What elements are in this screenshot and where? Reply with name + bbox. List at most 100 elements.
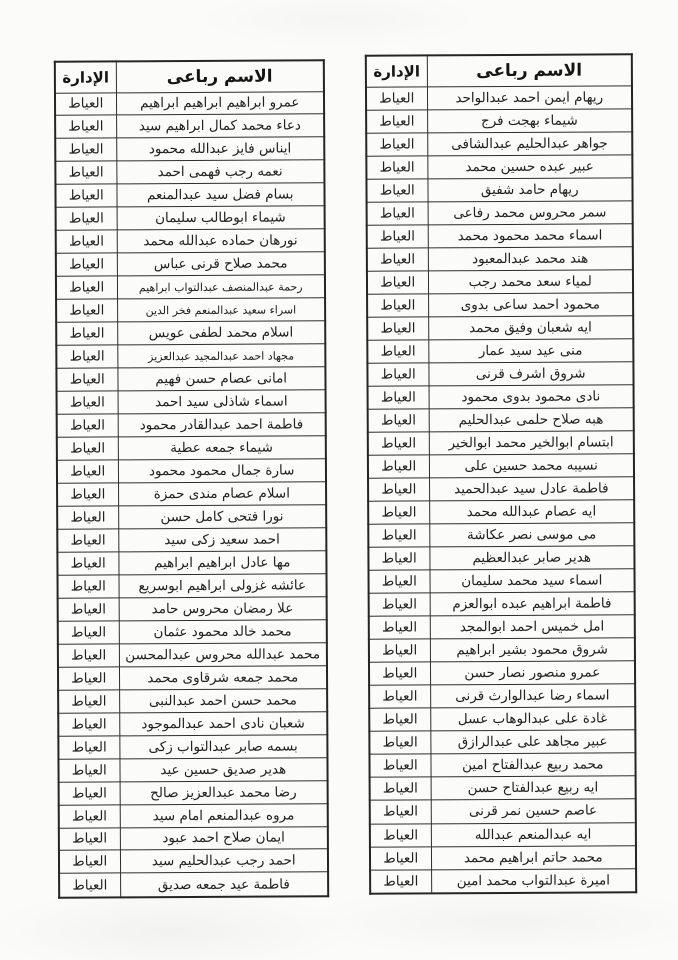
table-row: امل خميس احمد ابوالمجد العياط xyxy=(368,615,635,640)
table-row: هبه صلاح حلمى عبدالحليم العياط xyxy=(367,407,634,433)
table-row: شيماء جمعه عطية العياط xyxy=(56,435,326,461)
table-row: نورا فتحى كامل حسن العياط xyxy=(57,504,327,530)
name-cell: فاطمة عيد جمعه صديق xyxy=(120,872,329,898)
department-cell: العياط xyxy=(367,339,429,364)
department-cell: العياط xyxy=(369,754,431,778)
department-cell: العياط xyxy=(58,804,120,828)
table-row: محمد حاتم ابراهيم محمد العياط xyxy=(369,845,637,870)
department-cell: العياط xyxy=(366,178,428,202)
name-cell: ايه عبدالمنعم عبدالله xyxy=(430,822,636,847)
department-cell: العياط xyxy=(367,454,430,479)
department-cell: العياط xyxy=(58,827,120,851)
name-cell: ايه شعبان وفيق محمد xyxy=(428,315,634,340)
table-row: نسيبه محمد حسين على العياط xyxy=(367,453,635,479)
table-row: بسام فضل سيد عبدالمنعم العياط xyxy=(55,183,325,208)
table-row: ايه شعبان وفيق محمد العياط xyxy=(367,315,634,341)
name-cell: محمد حسن احمد عبدالنبى xyxy=(119,688,328,713)
table-row: عمرو ابراهيم ابراهيم ابراهيم العياط xyxy=(54,91,325,116)
table-row: اسراء سعيد عبدالمنعم فخر الدين العياط xyxy=(56,298,326,323)
name-cell: شروق اشرف قرنى xyxy=(428,361,634,386)
table-row: نادى محمود بدوى محمود العياط xyxy=(367,384,634,410)
department-cell: العياط xyxy=(57,505,119,530)
name-cell: ايناس فايز عبدالله محمود xyxy=(116,137,325,162)
table-row: شيماء ابوطالب سليمان العياط xyxy=(55,206,325,231)
department-cell: العياط xyxy=(367,408,429,433)
table-row: مها عادل ابراهيم ابراهيم العياط xyxy=(57,550,327,576)
name-cell: منى عيد سيد عمار xyxy=(428,338,634,363)
name-cell: عاصم حسين نمر قرنى xyxy=(430,799,636,824)
department-cell: العياط xyxy=(56,345,118,369)
table-row: محمد جمعه شرقاوى محمد العياط xyxy=(57,665,328,690)
department-cell: العياط xyxy=(55,161,117,185)
department-cell: العياط xyxy=(367,362,429,387)
header-name-column: الاسم رباعى xyxy=(115,60,324,93)
name-cell: سارة جمال محمود محمود xyxy=(117,458,327,483)
table-row: سمر محروس محمد رفاعى العياط xyxy=(366,200,633,225)
header-department-column: الإدارة xyxy=(365,55,427,87)
department-cell: العياط xyxy=(58,689,120,713)
department-cell: العياط xyxy=(369,823,431,847)
table-row: مجهاد احمد عبدالمجيد عبدالعزيز العياط xyxy=(56,343,326,369)
table-row: ايه ربيع عبدالفتاح حسن العياط xyxy=(369,776,636,801)
table-row: فاطمة عادل سيد عبدالحميد العياط xyxy=(368,476,635,502)
name-cell: رحمة عبدالمنصف عبدالتواب ابراهيم xyxy=(116,275,326,300)
department-cell: العياط xyxy=(58,781,120,805)
department-cell: العياط xyxy=(369,731,431,755)
department-cell: العياط xyxy=(55,184,117,208)
department-cell: العياط xyxy=(54,92,117,116)
department-cell: العياط xyxy=(55,253,117,277)
table-row: دعاء محمد كمال ابراهيم سيد العياط xyxy=(55,114,325,139)
department-cell: العياط xyxy=(59,873,121,898)
name-cell: هدير صابر عبدالعظيم xyxy=(429,545,635,571)
department-cell: العياط xyxy=(368,593,430,617)
name-cell: محمد خالد محمود عثمان xyxy=(118,619,327,644)
name-cell: ايه عصام عبدالله محمد xyxy=(429,499,635,524)
table-row: سارة جمال محمود محمود العياط xyxy=(56,458,327,484)
department-cell: العياط xyxy=(366,247,428,271)
name-cell: نورهان حماده عبدالله محمد xyxy=(116,229,325,254)
department-cell: العياط xyxy=(56,390,118,415)
table-row: علا رمضان محروس حامد العياط xyxy=(57,596,327,621)
table-row: نورهان حماده عبدالله محمد العياط xyxy=(55,229,325,254)
table-row: اسماء شاذلى سيد احمد العياط xyxy=(56,389,326,415)
department-cell: العياط xyxy=(366,155,428,179)
department-cell: العياط xyxy=(367,293,429,318)
name-cell: عبير مجاهد على عبدالرازق xyxy=(430,730,636,755)
name-cell: بسمه صابر عبدالتواب زكى xyxy=(119,734,328,759)
name-cell: مى موسى نصر عكاشة xyxy=(429,522,635,548)
name-cell: شروق محمود بشير ابراهيم xyxy=(429,638,635,663)
department-cell: العياط xyxy=(57,643,119,667)
department-cell: العياط xyxy=(56,436,118,461)
name-cell: فاطمة احمد عبدالقادر محمود xyxy=(117,412,326,437)
table-row: ريهام حامد شفيق العياط xyxy=(366,177,633,202)
name-cell: هدير صديق حسين عيد xyxy=(119,757,328,782)
table-row: مى موسى نصر عكاشة العياط xyxy=(368,522,635,548)
department-cell: العياط xyxy=(368,500,430,525)
department-cell: العياط xyxy=(368,616,430,640)
department-cell: العياط xyxy=(366,109,428,133)
table-row: محمد ربيع عبدالفتاح امين العياط xyxy=(369,753,636,778)
name-cell: شيماء جمعه عطية xyxy=(117,435,326,460)
department-cell: العياط xyxy=(366,132,428,156)
department-cell: العياط xyxy=(368,477,430,502)
department-cell: العياط xyxy=(368,639,430,663)
department-cell: العياط xyxy=(367,385,429,410)
table-row: بسمه صابر عبدالتواب زكى العياط xyxy=(58,734,328,759)
table-row: هدير صديق حسين عيد العياط xyxy=(58,757,328,782)
department-cell: العياط xyxy=(57,551,119,576)
name-cell: اميرة عبدالتواب محمد امين xyxy=(431,868,637,894)
department-cell: العياط xyxy=(57,620,119,644)
table-row: اسلام محمد لطفى عويس العياط xyxy=(56,320,326,346)
table-row: عائشه غزولى ابراهيم ابوسريع العياط xyxy=(57,573,327,599)
table-row: شروق محمود بشير ابراهيم العياط xyxy=(368,638,635,663)
department-cell: العياط xyxy=(56,413,118,438)
department-cell: العياط xyxy=(367,431,429,456)
name-cell: علا رمضان محروس حامد xyxy=(118,596,327,621)
name-cell: امل خميس احمد ابوالمجد xyxy=(429,615,635,640)
name-cell: بسام فضل سيد عبدالمنعم xyxy=(116,183,325,208)
table-body: عمرو ابراهيم ابراهيم ابراهيم العياط دعاء… xyxy=(54,91,329,898)
table-row: شروق اشرف قرنى العياط xyxy=(367,361,634,387)
name-cell: محمد ربيع عبدالفتاح امين xyxy=(430,753,636,778)
name-cell: ريهام حامد شفيق xyxy=(427,177,633,202)
